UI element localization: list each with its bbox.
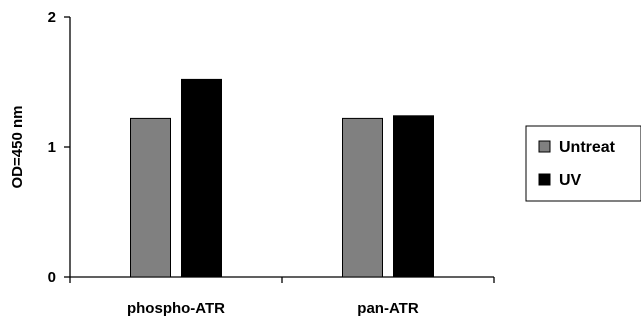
bar-uv-pan-atr: [393, 115, 434, 278]
legend-box: [525, 125, 641, 202]
y-tick-label: 0: [48, 269, 56, 286]
legend-label: UV: [559, 172, 582, 189]
legend-label: Untreat: [559, 139, 616, 156]
category-label: pan-ATR: [357, 300, 419, 317]
category-label: phospho-ATR: [127, 300, 225, 317]
bars: [130, 78, 434, 278]
y-axis-title: OD=450 nm: [9, 106, 26, 189]
y-tick-label: 1: [48, 139, 56, 156]
legend-swatch: [538, 140, 551, 153]
y-tick-label: 2: [48, 9, 56, 26]
bar-uv-phospho-atr: [181, 78, 222, 278]
bar-untreat-phospho-atr: [130, 117, 171, 278]
bar-untreat-pan-atr: [342, 117, 383, 278]
legend: Untreat UV: [525, 125, 641, 202]
category-labels: phospho-ATR pan-ATR: [127, 300, 419, 317]
legend-swatch: [538, 173, 551, 186]
y-ticks: 0 1 2: [48, 9, 495, 286]
